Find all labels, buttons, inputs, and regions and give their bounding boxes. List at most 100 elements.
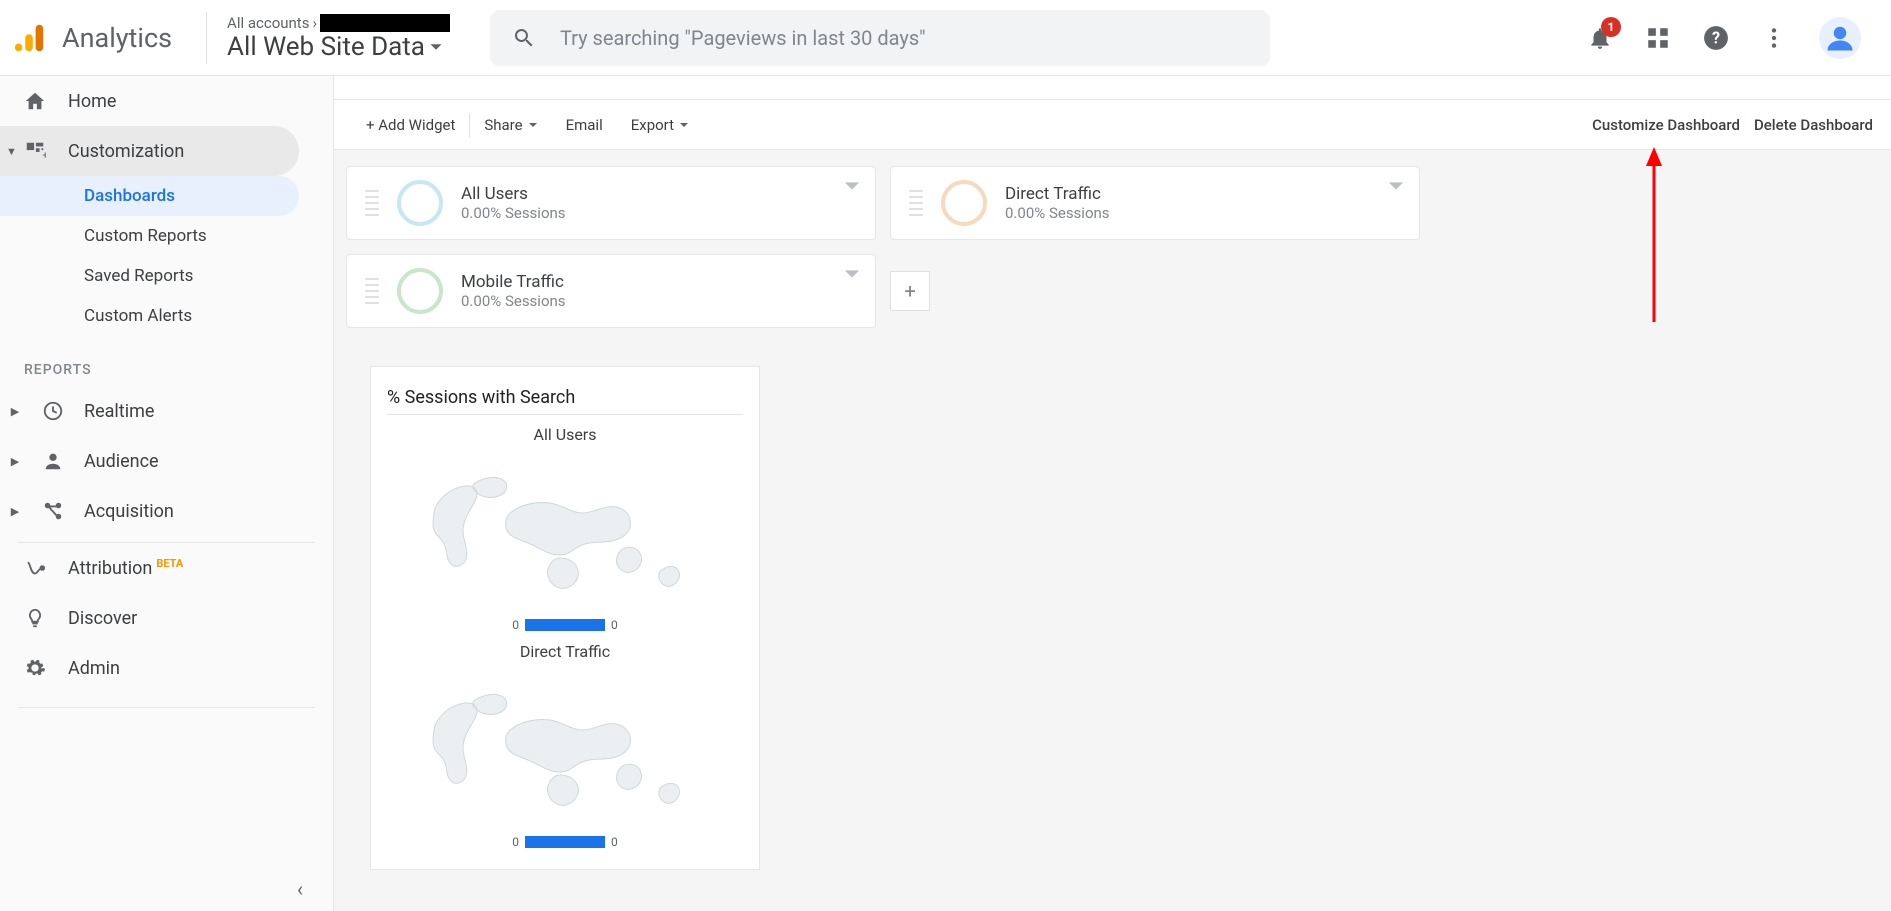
help-button[interactable]: ? [1703,25,1729,51]
sidebar-realtime[interactable]: ▶ Realtime [0,386,333,436]
add-segment-button[interactable]: + [890,271,930,311]
sidebar-home-label: Home [68,91,116,112]
sidebar-audience-label: Audience [84,451,159,472]
segment-ring-icon [397,268,443,314]
person-icon [42,450,64,472]
acquisition-icon [42,500,64,522]
segment-title: Mobile Traffic [461,272,566,292]
sidebar: Home ▼ + Customization DashboardsCustom … [0,76,334,911]
sidebar-acquisition[interactable]: ▶ Acquisition [0,486,333,536]
home-icon [24,90,46,112]
segment-subtitle: 0.00% Sessions [461,204,566,222]
account-avatar[interactable] [1819,17,1861,59]
world-map [415,448,715,618]
search-box[interactable]: Try searching "Pageviews in last 30 days… [490,10,1270,66]
sidebar-customization[interactable]: ▼ + Customization [0,126,299,176]
segment-card[interactable]: Direct Traffic 0.00% Sessions [890,166,1420,240]
notification-badge: 1 [1601,17,1621,37]
segment-text: All Users 0.00% Sessions [461,184,566,222]
gear-icon [24,657,46,679]
sidebar-sub-custom-reports[interactable]: Custom Reports [0,216,333,256]
sidebar-sub-custom-alerts[interactable]: Custom Alerts [0,296,333,336]
collapse-sidebar-button[interactable]: ‹ [297,877,303,901]
add-widget-button[interactable]: + Add Widget [352,116,469,134]
svg-text:?: ? [1712,28,1720,47]
map-section: All Users 0 0 [387,425,743,632]
dashboard-body: All Users 0.00% Sessions Direct Traffic … [334,150,1891,886]
account-path-prefix: All accounts [227,14,309,32]
search-icon [512,26,536,50]
segment-text: Mobile Traffic 0.00% Sessions [461,272,566,310]
drag-handle-icon[interactable] [909,190,923,216]
account-name-redacted [320,14,450,32]
sidebar-sub-dashboards[interactable]: Dashboards [0,176,299,216]
map-legend: 0 0 [387,618,743,632]
sidebar-sub-saved-reports[interactable]: Saved Reports [0,256,333,296]
sidebar-acquisition-label: Acquisition [84,501,174,522]
sidebar-reports-heading: REPORTS [0,336,333,386]
drag-handle-icon[interactable] [365,278,379,304]
chevron-right-icon: › [312,14,317,32]
segment-subtitle: 0.00% Sessions [1005,204,1110,222]
caret-down-icon[interactable] [843,265,861,283]
customize-dashboard-button[interactable]: Customize Dashboard [1592,116,1740,134]
svg-text:+: + [42,150,46,161]
content-header-strip [334,76,1891,100]
caret-down-icon[interactable] [843,177,861,195]
sidebar-admin[interactable]: Admin [0,643,333,693]
person-icon [1825,23,1855,53]
main-content: + Add Widget Share Email Export Customiz… [334,76,1891,911]
caret-right-icon: ▶ [8,455,22,468]
segment-title: Direct Traffic [1005,184,1110,204]
sidebar-discover-label: Discover [68,608,137,629]
world-map [415,665,715,835]
analytics-logo-icon [12,21,46,55]
product-logo: Analytics [12,12,207,64]
export-button[interactable]: Export [617,116,703,134]
header-actions: 1 ? [1587,17,1861,59]
clock-icon [42,400,64,422]
notifications-button[interactable]: 1 [1587,25,1613,51]
sidebar-discover[interactable]: Discover [0,593,333,643]
delete-dashboard-button[interactable]: Delete Dashboard [1754,116,1873,134]
attribution-icon [24,557,46,579]
email-button[interactable]: Email [552,116,617,134]
map-section: Direct Traffic 0 0 [387,642,743,849]
caret-down-icon [679,120,689,130]
view-name: All Web Site Data [227,32,425,62]
apps-icon [1645,25,1671,51]
segment-title: All Users [461,184,566,204]
share-button[interactable]: Share [470,116,551,134]
segment-text: Direct Traffic 0.00% Sessions [1005,184,1110,222]
map-label: Direct Traffic [387,642,743,661]
sidebar-home[interactable]: Home [0,76,333,126]
apps-button[interactable] [1645,25,1671,51]
dashboard-icon: + [24,140,46,162]
segment-card[interactable]: All Users 0.00% Sessions [346,166,876,240]
sidebar-audience[interactable]: ▶ Audience [0,436,333,486]
caret-down-icon[interactable] [1387,177,1405,195]
product-name: Analytics [62,22,172,54]
search-placeholder: Try searching "Pageviews in last 30 days… [560,26,926,50]
header: Analytics All accounts › All Web Site Da… [0,0,1891,76]
account-path: All accounts › [227,14,450,32]
annotation-arrow [1639,142,1669,342]
caret-down-icon [429,40,443,54]
sidebar-attribution-label: AttributionBETA [68,557,183,579]
view-name-row: All Web Site Data [227,32,450,62]
more-button[interactable] [1761,25,1787,51]
account-selector[interactable]: All accounts › All Web Site Data [227,14,450,62]
map-legend: 0 0 [387,835,743,849]
caret-right-icon: ▶ [8,405,22,418]
map-label: All Users [387,425,743,444]
help-icon: ? [1703,25,1729,51]
caret-down-icon: ▼ [6,145,17,158]
more-vert-icon [1761,25,1787,51]
sidebar-realtime-label: Realtime [84,401,154,422]
widget-title: % Sessions with Search [387,387,743,415]
sidebar-attribution[interactable]: AttributionBETA [0,543,333,593]
segment-card[interactable]: Mobile Traffic 0.00% Sessions [346,254,876,328]
caret-right-icon: ▶ [8,505,22,518]
widget-sessions-with-search: % Sessions with Search All Users 0 0 Dir… [370,366,760,870]
drag-handle-icon[interactable] [365,190,379,216]
